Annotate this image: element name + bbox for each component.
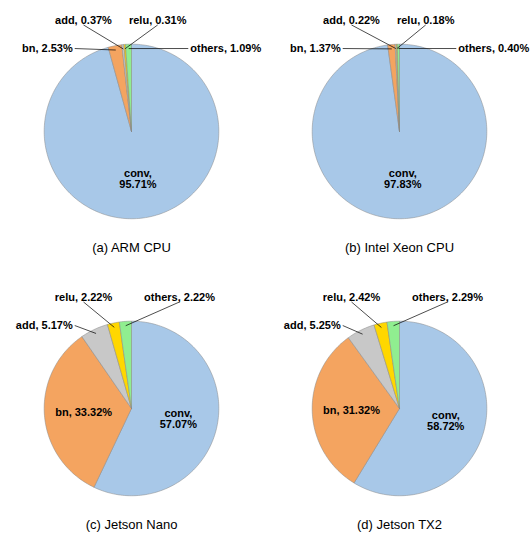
svg-text:(a) ARM CPU: (a) ARM CPU — [92, 240, 171, 255]
svg-text:conv,95.71%: conv,95.71% — [119, 167, 157, 190]
svg-text:others, 0.40%: others, 0.40% — [458, 42, 529, 54]
svg-text:add, 0.37%: add, 0.37% — [55, 14, 112, 26]
svg-text:add, 5.17%: add, 5.17% — [16, 319, 73, 331]
svg-text:others, 1.09%: others, 1.09% — [190, 42, 261, 54]
svg-text:relu, 0.18%: relu, 0.18% — [397, 14, 455, 26]
svg-text:add, 0.22%: add, 0.22% — [323, 14, 380, 26]
svg-text:relu, 2.22%: relu, 2.22% — [55, 291, 113, 303]
svg-text:conv,58.72%: conv,58.72% — [427, 409, 465, 432]
svg-text:relu, 2.42%: relu, 2.42% — [323, 291, 381, 303]
svg-text:bn, 33.32%: bn, 33.32% — [55, 406, 112, 418]
svg-text:conv,57.07%: conv,57.07% — [160, 407, 198, 430]
svg-text:others, 2.29%: others, 2.29% — [412, 291, 483, 303]
svg-text:bn, 2.53%: bn, 2.53% — [22, 42, 73, 54]
svg-text:(b) Intel Xeon CPU: (b) Intel Xeon CPU — [345, 240, 454, 255]
svg-text:others, 2.22%: others, 2.22% — [144, 291, 215, 303]
svg-text:(d) Jetson TX2: (d) Jetson TX2 — [357, 517, 442, 532]
svg-text:(c) Jetson Nano: (c) Jetson Nano — [86, 517, 178, 532]
svg-text:conv,97.83%: conv,97.83% — [384, 167, 422, 190]
svg-text:relu, 0.31%: relu, 0.31% — [129, 14, 187, 26]
svg-text:add, 5.25%: add, 5.25% — [284, 319, 341, 331]
svg-text:bn, 1.37%: bn, 1.37% — [290, 42, 341, 54]
svg-text:bn, 31.32%: bn, 31.32% — [323, 404, 380, 416]
